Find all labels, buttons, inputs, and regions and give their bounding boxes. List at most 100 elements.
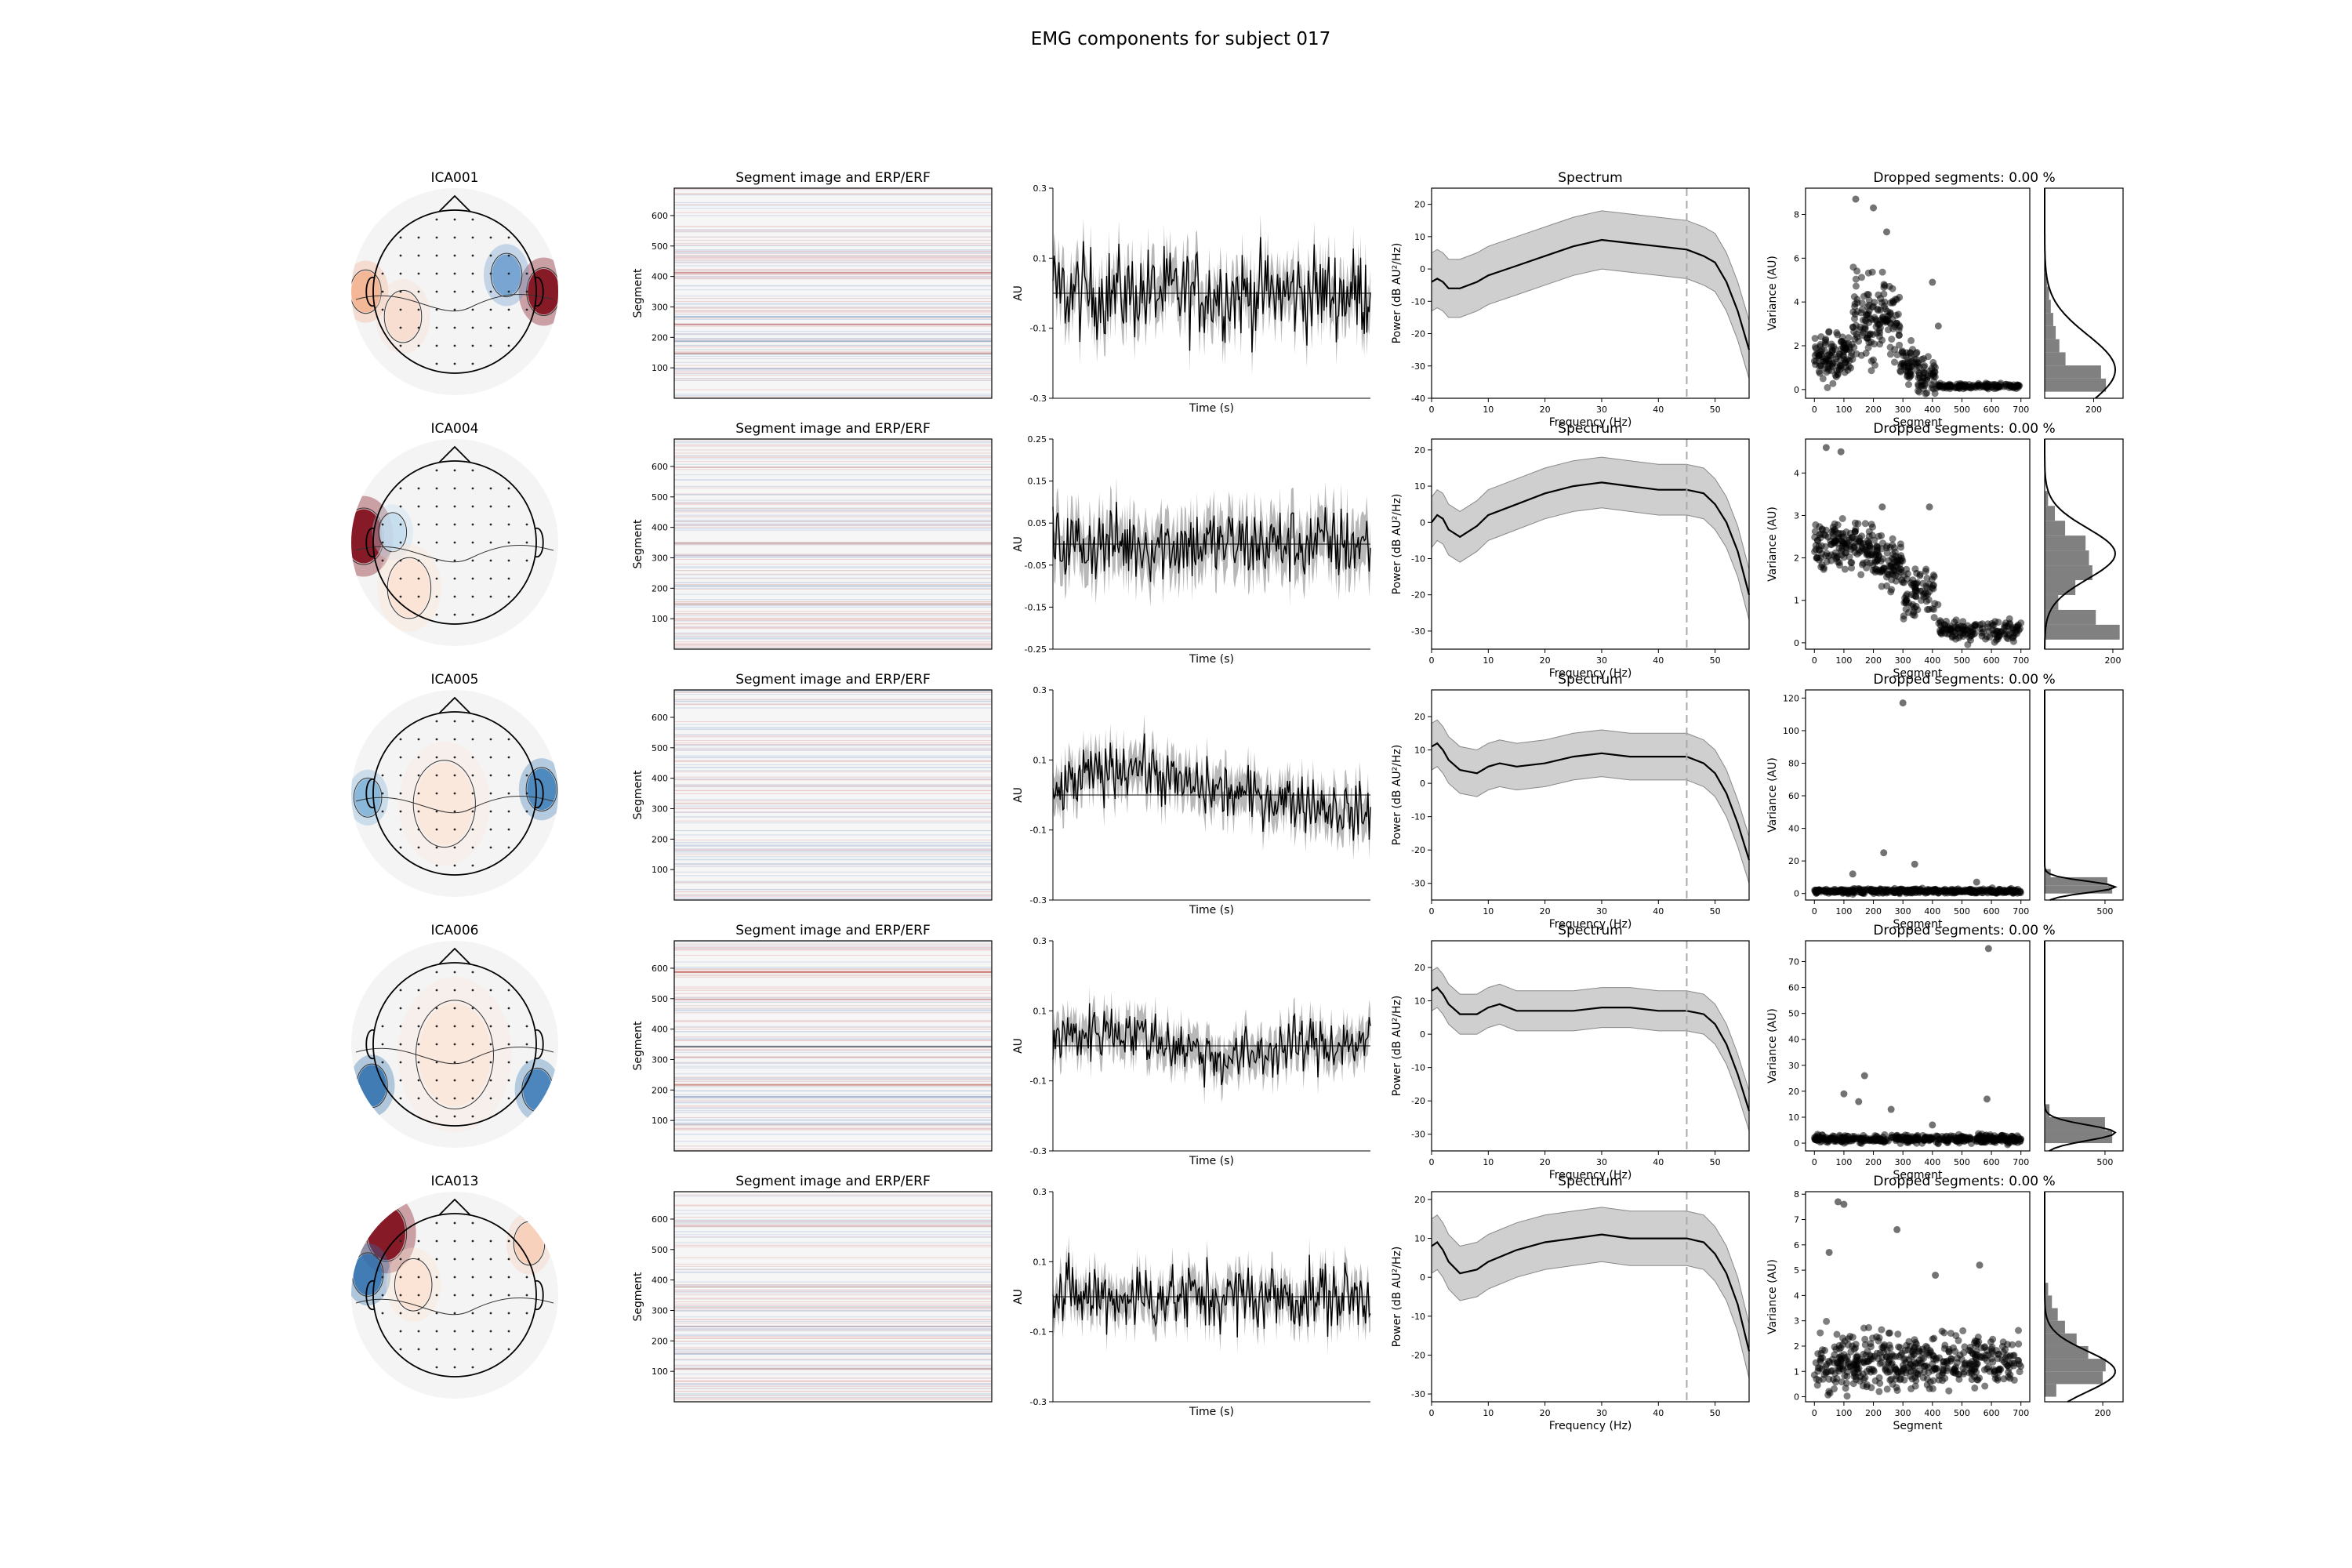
image-line	[674, 212, 992, 213]
xtick-label: 500	[1954, 655, 1970, 666]
variance-point	[1933, 1138, 1940, 1146]
image-line	[674, 822, 992, 824]
topomap	[351, 439, 558, 646]
image-line	[674, 278, 992, 280]
sensor-dot	[525, 1276, 528, 1279]
variance-point	[2014, 1356, 2022, 1364]
variance-point	[1831, 1385, 1838, 1392]
image-line	[674, 1119, 992, 1120]
sensor-dot	[435, 595, 438, 598]
ytick-label: 0	[1420, 517, 1425, 528]
variance-point	[1851, 528, 1859, 535]
sensor-dot	[417, 523, 420, 526]
ytick-label: 10	[1414, 746, 1425, 756]
sensor-dot	[489, 1025, 492, 1028]
image-line	[674, 1050, 992, 1051]
variance-point	[1839, 344, 1847, 352]
xtick-label: 0	[1812, 655, 1817, 666]
image-line	[674, 760, 992, 762]
variance-point	[1981, 1343, 1989, 1351]
variance-point	[1849, 887, 1857, 895]
image-line	[674, 529, 992, 531]
sensor-dot	[453, 613, 456, 616]
variance-ylabel: Variance (AU)	[1766, 506, 1779, 582]
sensor-dot	[435, 613, 438, 616]
ytick-label: 400	[652, 523, 668, 533]
image-line	[674, 875, 992, 877]
variance-point	[1824, 356, 1832, 364]
xtick-label: 0	[1429, 906, 1435, 916]
image-line	[674, 619, 992, 620]
image-line	[674, 1307, 992, 1308]
variance-point	[1945, 1387, 1953, 1395]
image-line	[674, 747, 992, 749]
sensor-dot	[471, 308, 474, 311]
variance-point	[1845, 334, 1853, 342]
sensor-dot	[489, 326, 492, 329]
image-line	[674, 260, 992, 262]
variance-point	[1930, 1364, 1938, 1372]
image-line	[674, 463, 992, 465]
variance-point	[1841, 1372, 1849, 1380]
variance-point	[1927, 1134, 1935, 1142]
sensor-dot	[489, 1097, 492, 1100]
ytick-label: -0.05	[1025, 561, 1047, 571]
variance-point	[1860, 1324, 1867, 1332]
histogram-bar	[2045, 352, 2066, 366]
variance-point	[1831, 549, 1839, 557]
variance-point	[1852, 195, 1860, 203]
sensor-dot	[507, 595, 510, 598]
spectrum-ylabel: Power (dB AU²/Hz)	[1391, 243, 1403, 344]
variance-point	[1842, 528, 1850, 535]
variance-point	[1840, 1200, 1848, 1208]
sensor-dot	[489, 1007, 492, 1010]
variance-point	[1911, 592, 1918, 600]
ytick-label: 8	[1794, 1189, 1799, 1200]
image-line	[674, 312, 992, 314]
sensor-dot	[507, 254, 510, 257]
xtick-label: 600	[1984, 906, 2000, 916]
image-line	[674, 784, 992, 786]
right-ear	[535, 779, 544, 808]
image-line	[674, 895, 992, 897]
sensor-dot	[417, 1294, 420, 1297]
image-line	[674, 245, 992, 247]
variance-point	[1876, 1360, 1884, 1367]
image-line	[674, 943, 992, 945]
topomap-contour	[351, 269, 382, 314]
image-line	[674, 205, 992, 206]
spectrum-title: Spectrum	[1558, 1174, 1622, 1189]
ytick-label: 70	[1788, 956, 1799, 967]
image-line	[674, 615, 992, 616]
variance-point	[1922, 582, 1930, 590]
sensor-dot	[453, 236, 456, 239]
xtick-label: 600	[1984, 655, 2000, 666]
variance-ylabel: Variance (AU)	[1766, 256, 1779, 331]
topomap-title: ICA004	[431, 421, 479, 437]
spectrum-ylabel: Power (dB AU²/Hz)	[1391, 745, 1403, 846]
sensor-dot	[507, 1276, 510, 1279]
variance-point	[1879, 1344, 1887, 1352]
left-ear	[365, 528, 375, 557]
sensor-dot	[507, 1097, 510, 1100]
ytick-label: 300	[652, 1305, 668, 1316]
variance-point	[1842, 358, 1849, 366]
variance-point	[2005, 1364, 2013, 1372]
sensor-dot	[453, 989, 456, 992]
sensor-dot	[435, 523, 438, 526]
image-stripe	[674, 554, 992, 557]
image-line	[674, 514, 992, 516]
image-line	[674, 1290, 992, 1292]
ytick-label: -0.3	[1030, 895, 1047, 906]
image-line	[674, 701, 992, 702]
image-line	[674, 889, 992, 891]
sensor-dot	[435, 792, 438, 795]
variance-point	[1878, 1326, 1886, 1334]
sensor-dot	[525, 541, 528, 544]
topomap-contour	[355, 545, 554, 563]
image-line	[674, 189, 992, 191]
sensor-dot	[453, 487, 456, 490]
ytick-label: 600	[652, 964, 668, 974]
ytick-label: -30	[1411, 879, 1425, 889]
spectrum-band	[1431, 719, 1750, 884]
